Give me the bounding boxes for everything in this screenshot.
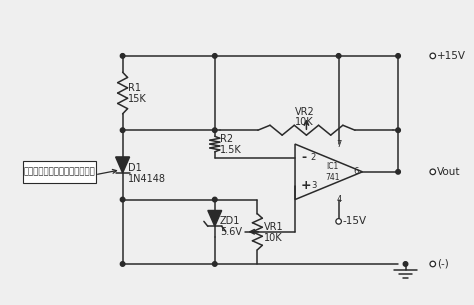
Circle shape xyxy=(430,261,436,267)
Circle shape xyxy=(396,54,401,58)
Text: 10K: 10K xyxy=(295,117,314,127)
Text: 2: 2 xyxy=(311,153,316,163)
Circle shape xyxy=(120,54,125,58)
Text: 1N4148: 1N4148 xyxy=(128,174,165,184)
Circle shape xyxy=(337,54,341,58)
Text: ZD1: ZD1 xyxy=(220,216,240,226)
Text: 6: 6 xyxy=(353,167,358,176)
FancyBboxPatch shape xyxy=(23,161,96,183)
Circle shape xyxy=(120,262,125,266)
Text: 1.5K: 1.5K xyxy=(220,145,241,155)
Circle shape xyxy=(430,53,436,59)
Text: R1: R1 xyxy=(128,83,141,93)
Text: 4: 4 xyxy=(337,195,342,204)
Circle shape xyxy=(430,169,436,174)
Circle shape xyxy=(212,262,217,266)
Text: 15K: 15K xyxy=(128,94,146,104)
Text: Vout: Vout xyxy=(437,167,460,177)
Text: 3: 3 xyxy=(311,181,316,190)
Circle shape xyxy=(396,128,401,132)
Text: 5.6V: 5.6V xyxy=(220,227,242,237)
Circle shape xyxy=(396,170,401,174)
Circle shape xyxy=(120,128,125,132)
Circle shape xyxy=(212,128,217,132)
Text: -: - xyxy=(301,152,306,164)
Text: +: + xyxy=(301,179,311,192)
Text: IC1
741: IC1 741 xyxy=(326,162,340,181)
Text: R2: R2 xyxy=(220,134,233,144)
Text: VR2: VR2 xyxy=(294,107,314,117)
Text: 10K: 10K xyxy=(264,233,283,243)
Text: (-): (-) xyxy=(437,259,448,269)
Text: VR1: VR1 xyxy=(264,222,284,232)
Polygon shape xyxy=(208,210,222,226)
Text: -15V: -15V xyxy=(343,216,367,226)
Circle shape xyxy=(212,197,217,202)
Circle shape xyxy=(212,54,217,58)
Text: D1: D1 xyxy=(128,163,141,173)
Polygon shape xyxy=(116,157,129,173)
Circle shape xyxy=(336,219,341,224)
Circle shape xyxy=(120,197,125,202)
Text: +15V: +15V xyxy=(437,51,466,61)
Text: 7: 7 xyxy=(337,140,342,149)
Circle shape xyxy=(403,262,408,266)
Text: ใช้วัดอุณหภูมิ: ใช้วัดอุณหภูมิ xyxy=(23,167,95,176)
